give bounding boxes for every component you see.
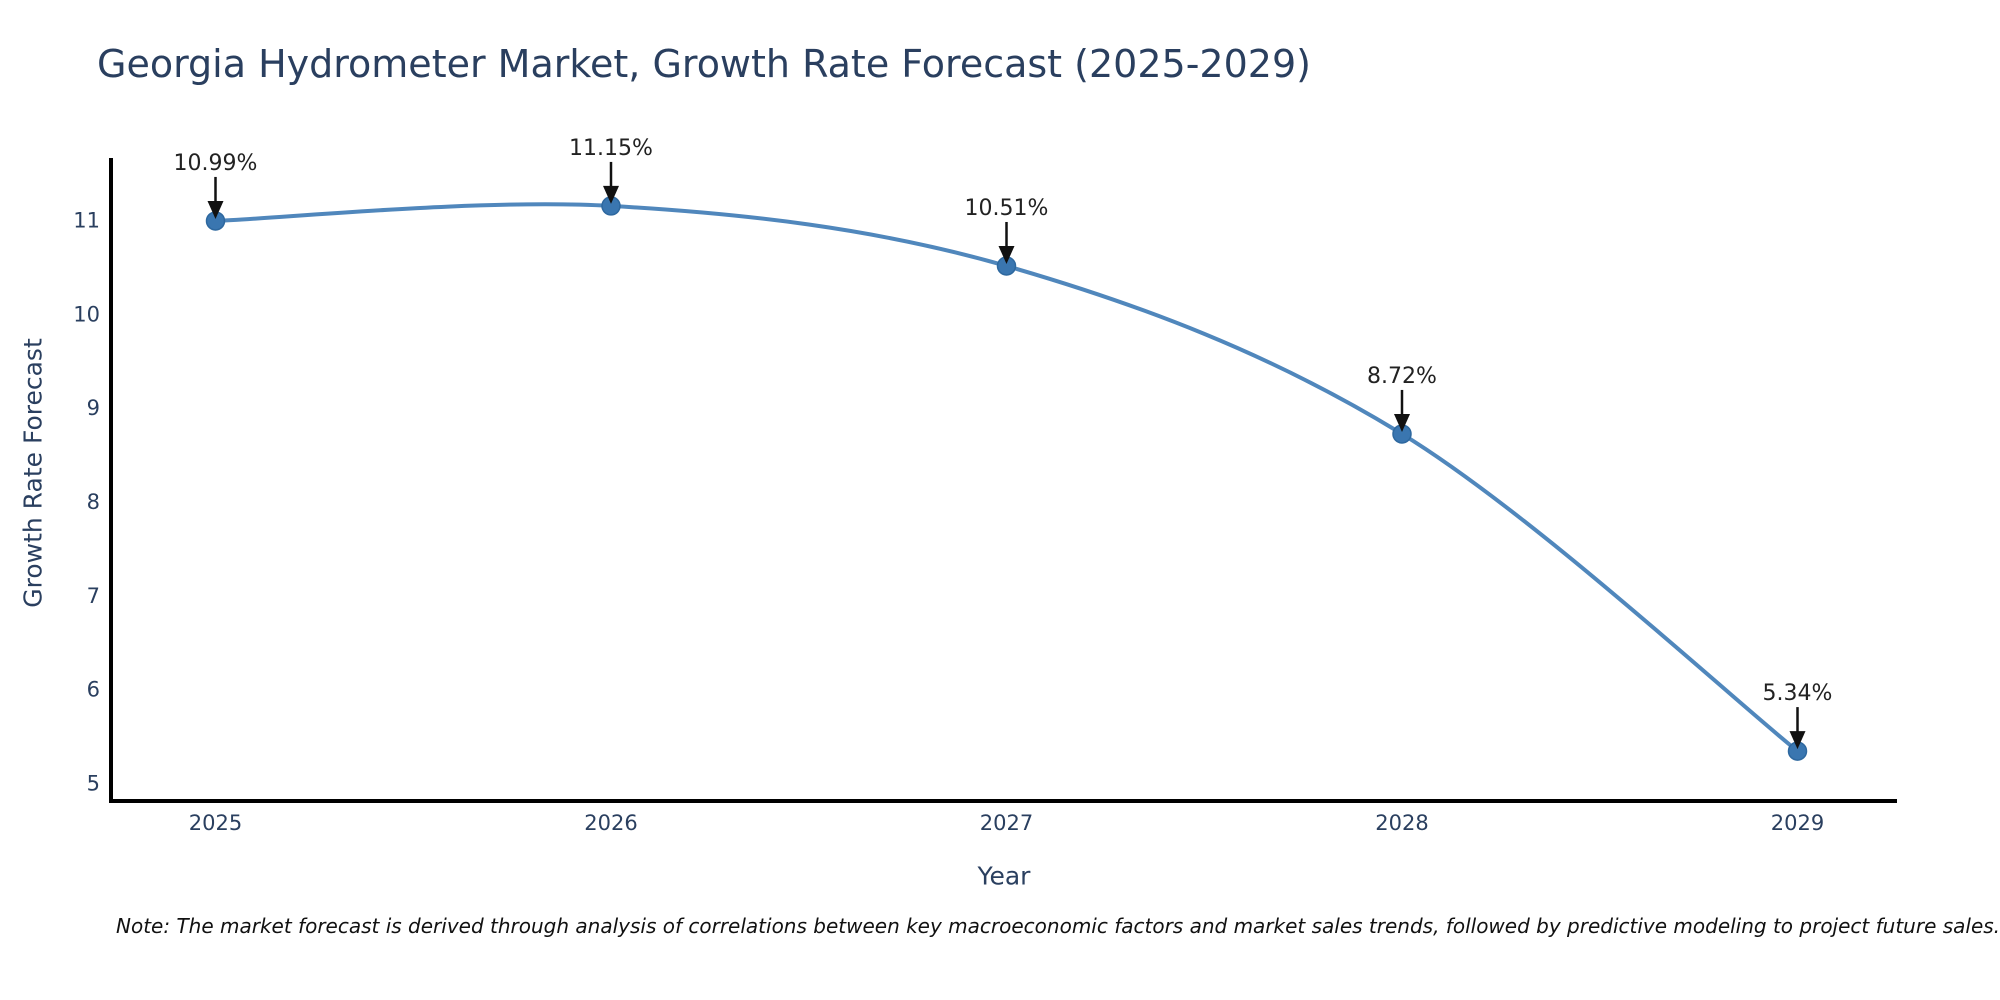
x-tick-label: 2025 bbox=[189, 811, 242, 835]
y-tick-label: 11 bbox=[73, 209, 100, 233]
y-tick-label: 8 bbox=[87, 490, 100, 514]
point-value-label: 11.15% bbox=[569, 136, 653, 161]
y-tick-label: 6 bbox=[87, 678, 100, 702]
point-value-label: 10.51% bbox=[965, 196, 1049, 221]
point-value-label: 5.34% bbox=[1763, 681, 1833, 706]
annotation-arrowhead-icon bbox=[1789, 731, 1806, 750]
trend-line bbox=[215, 202, 1799, 753]
annotation-arrowhead-icon bbox=[207, 200, 224, 219]
y-tick-label: 10 bbox=[73, 302, 100, 326]
x-tick-labels: 2025 2026 2027 2028 2029 bbox=[189, 811, 1824, 835]
chart-footnote: Note: The market forecast is derived thr… bbox=[116, 914, 2000, 938]
y-tick-label: 5 bbox=[87, 771, 100, 795]
annotation-arrowhead-icon bbox=[603, 185, 619, 204]
y-tick-labels: 5 6 7 8 9 10 11 bbox=[73, 209, 100, 796]
x-tick-label: 2026 bbox=[584, 811, 637, 835]
x-tick-label: 2029 bbox=[1771, 811, 1824, 835]
chart-title: Georgia Hydrometer Market, Growth Rate F… bbox=[97, 42, 1311, 86]
x-tick-label: 2028 bbox=[1375, 811, 1428, 835]
point-annotations: 10.99% 11.15% 10.51% 8.72% 5.34% bbox=[174, 136, 1833, 750]
trend-line-group bbox=[215, 202, 1799, 753]
point-value-label: 8.72% bbox=[1367, 364, 1437, 389]
annotation-arrowhead-icon bbox=[1394, 413, 1410, 432]
y-tick-label: 7 bbox=[87, 584, 100, 608]
data-point-markers bbox=[205, 196, 1808, 761]
x-axis-title: Year bbox=[977, 861, 1031, 891]
y-tick-label: 9 bbox=[87, 396, 100, 420]
point-value-label: 10.99% bbox=[174, 151, 258, 176]
annotation-arrowhead-icon bbox=[998, 245, 1015, 264]
x-tick-label: 2027 bbox=[980, 811, 1033, 835]
